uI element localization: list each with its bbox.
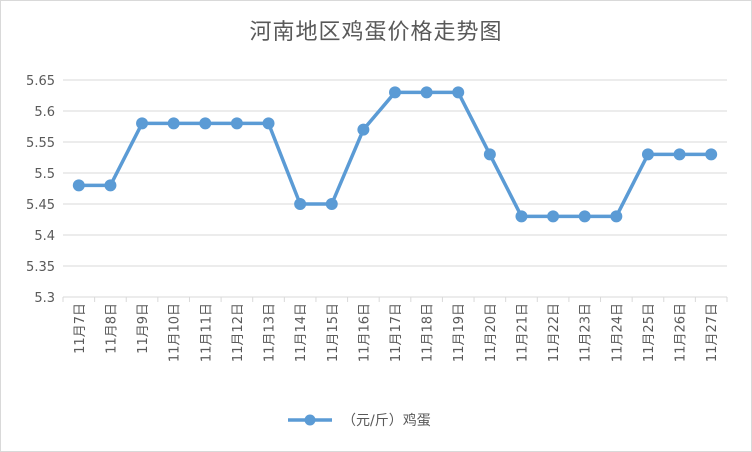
data-point bbox=[230, 117, 243, 130]
x-tick-label: 11月22日 bbox=[547, 303, 562, 362]
x-tick-label: 11月16日 bbox=[357, 303, 372, 362]
data-point bbox=[167, 117, 180, 130]
chart-title: 河南地区鸡蛋价格走势图 bbox=[249, 20, 503, 45]
x-tick-label: 11月21日 bbox=[515, 303, 530, 362]
y-tick-label: 5.35 bbox=[26, 260, 55, 275]
x-tick-label: 11月10日 bbox=[168, 303, 183, 362]
x-tick-label: 11月15日 bbox=[326, 303, 341, 362]
x-tick-label: 11月27日 bbox=[705, 303, 720, 362]
data-point bbox=[578, 210, 591, 223]
data-point bbox=[389, 86, 401, 99]
x-tick-label: 11月19日 bbox=[452, 303, 467, 362]
x-tick-label: 11月17日 bbox=[389, 303, 404, 362]
data-point bbox=[294, 198, 307, 210]
y-tick-label: 5.6 bbox=[34, 105, 55, 120]
data-point bbox=[673, 148, 686, 161]
x-tick-label: 11月7日 bbox=[73, 303, 88, 354]
data-point bbox=[325, 198, 338, 210]
x-tick-label: 11月25日 bbox=[642, 303, 657, 362]
x-tick-label: 11月26日 bbox=[674, 303, 689, 362]
data-point bbox=[199, 117, 212, 130]
y-tick-label: 5.3 bbox=[34, 291, 55, 306]
data-point bbox=[705, 148, 718, 161]
x-tick-label: 11月24日 bbox=[610, 303, 625, 362]
x-tick-label: 11月14日 bbox=[294, 303, 309, 362]
data-point bbox=[452, 86, 465, 99]
x-tick-label: 11月8日 bbox=[104, 303, 119, 354]
data-point bbox=[610, 210, 623, 223]
x-tick-label: 11月13日 bbox=[263, 303, 278, 362]
x-tick-label: 11月9日 bbox=[136, 303, 151, 354]
x-tick-label: 11月11日 bbox=[199, 303, 214, 362]
y-tick-label: 5.4 bbox=[34, 229, 55, 244]
data-point bbox=[136, 117, 149, 130]
data-point bbox=[357, 123, 370, 136]
x-tick-label: 11月23日 bbox=[579, 303, 594, 362]
data-point bbox=[641, 148, 654, 161]
data-point bbox=[515, 210, 528, 223]
legend-marker bbox=[304, 414, 316, 426]
x-tick-label: 11月12日 bbox=[231, 303, 246, 362]
data-point bbox=[104, 179, 117, 192]
y-tick-label: 5.5 bbox=[34, 167, 55, 182]
x-tick-label: 11月18日 bbox=[421, 303, 436, 362]
data-point bbox=[72, 179, 85, 192]
legend-label: （元/斤）鸡蛋 bbox=[342, 412, 431, 429]
y-tick-label: 5.45 bbox=[26, 198, 55, 213]
data-point bbox=[483, 148, 496, 161]
y-tick-label: 5.55 bbox=[26, 136, 55, 151]
x-tick-label: 11月20日 bbox=[484, 303, 499, 362]
y-tick-label: 5.65 bbox=[26, 74, 55, 89]
data-point bbox=[262, 117, 275, 130]
data-point bbox=[547, 210, 560, 223]
data-point bbox=[420, 86, 433, 99]
